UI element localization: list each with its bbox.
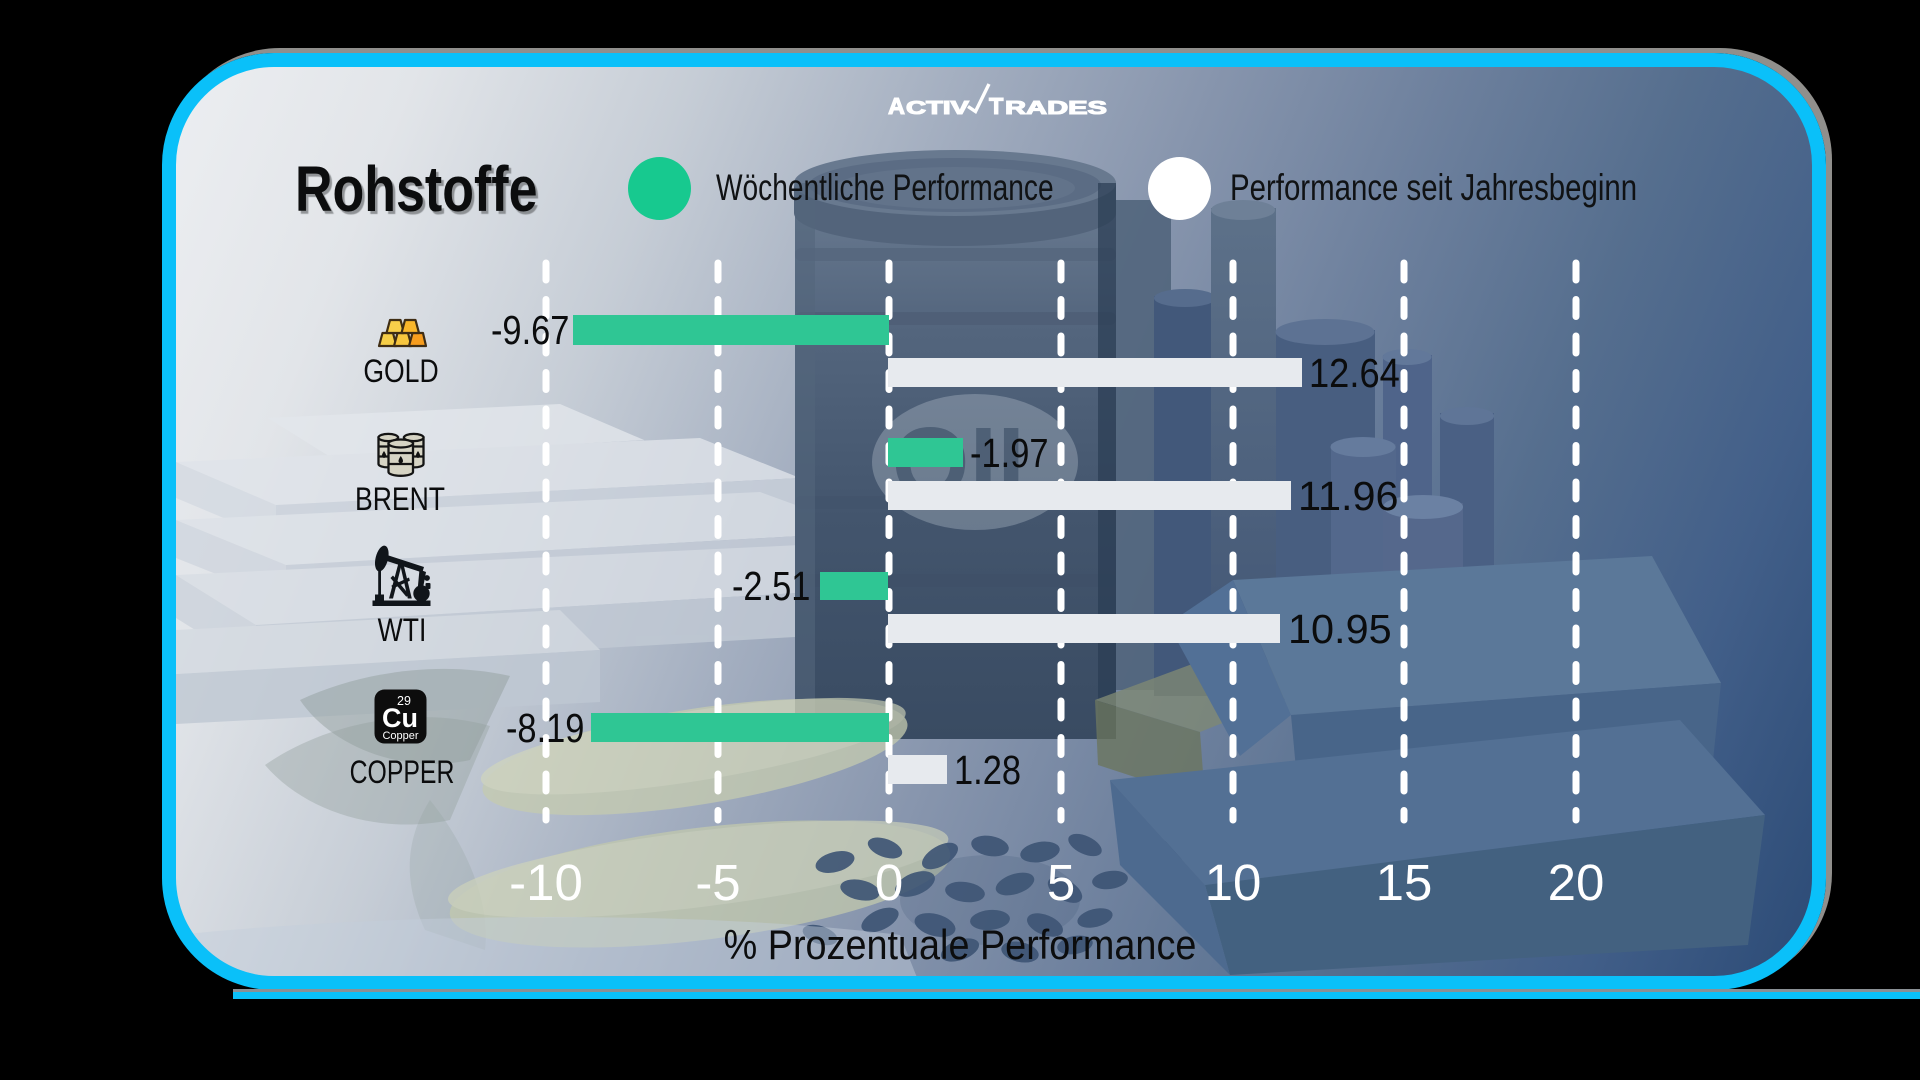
svg-text:CTIV: CTIV xyxy=(906,97,970,118)
svg-text:Cu: Cu xyxy=(382,703,418,733)
svg-text:T: T xyxy=(989,93,1004,119)
svg-text:Copper: Copper xyxy=(382,730,418,742)
svg-text:A: A xyxy=(888,93,905,119)
svg-text:29: 29 xyxy=(397,694,411,708)
svg-text:RADES: RADES xyxy=(1005,97,1107,118)
